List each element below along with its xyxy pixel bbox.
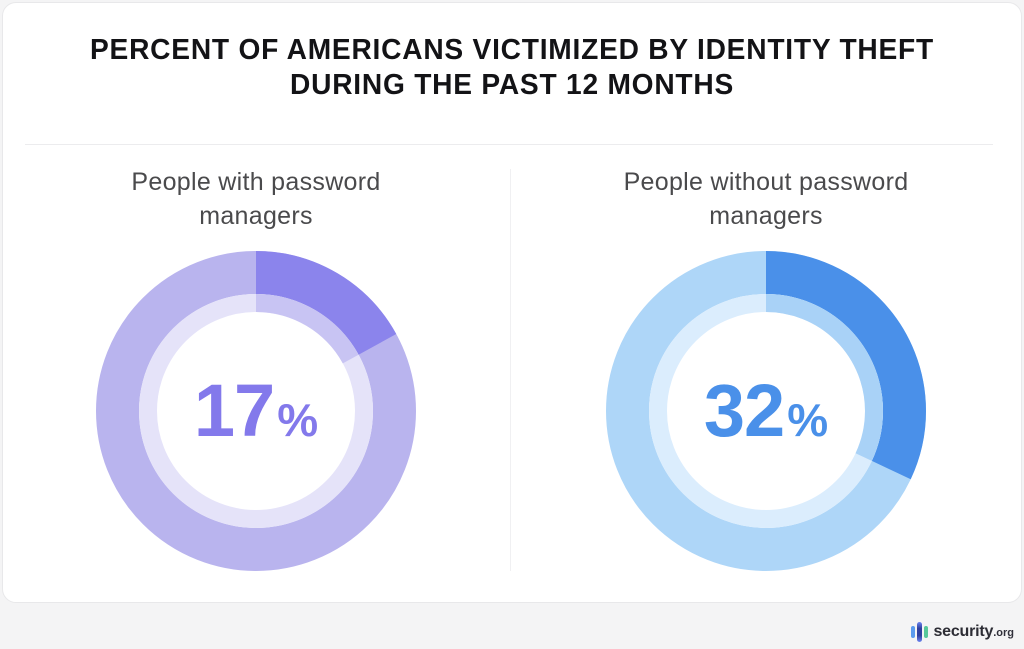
logo-bar-indigo <box>917 622 922 642</box>
logo-bar-green <box>923 626 929 638</box>
infographic-card: PERCENT OF AMERICANS VICTIMIZED BY IDENT… <box>2 2 1022 603</box>
panel-without-password-managers: People without password managers 32 % <box>513 165 1019 571</box>
brand-logo[interactable]: security .org <box>910 618 1014 646</box>
logo-bar-blue <box>910 626 916 638</box>
brand-name: security <box>933 623 994 640</box>
chart-label-line-2: managers <box>199 202 313 230</box>
donut-chart-with-pm: 17 % <box>96 251 416 571</box>
page-title-line-1: PERCENT OF AMERICANS VICTIMIZED BY IDENT… <box>90 34 934 66</box>
donut-inner-segment <box>139 294 373 528</box>
chart-label-line-1: People with password <box>131 168 381 196</box>
brand-tld: .org <box>993 627 1014 639</box>
title-divider <box>25 144 993 145</box>
chart-label-line-1: People without password <box>623 168 909 196</box>
brand-text: security .org <box>933 623 1014 641</box>
donut-svg <box>96 251 416 571</box>
panel-with-password-managers: People with password managers 17 % <box>3 165 509 571</box>
donut-outer-segment <box>606 251 926 571</box>
donut-svg <box>606 251 926 571</box>
donut-outer-segment <box>96 251 416 571</box>
chart-label-line-2: managers <box>709 202 823 230</box>
chart-label: People without password managers <box>513 165 1019 233</box>
page-title: PERCENT OF AMERICANS VICTIMIZED BY IDENT… <box>18 33 1005 103</box>
chart-label: People with password managers <box>3 165 509 233</box>
donut-chart-without-pm: 32 % <box>606 251 926 571</box>
panel-divider <box>510 169 511 571</box>
equalizer-bars-icon <box>910 621 929 643</box>
page-title-line-2: DURING THE PAST 12 MONTHS <box>290 69 734 101</box>
donut-inner-segment <box>649 294 883 528</box>
